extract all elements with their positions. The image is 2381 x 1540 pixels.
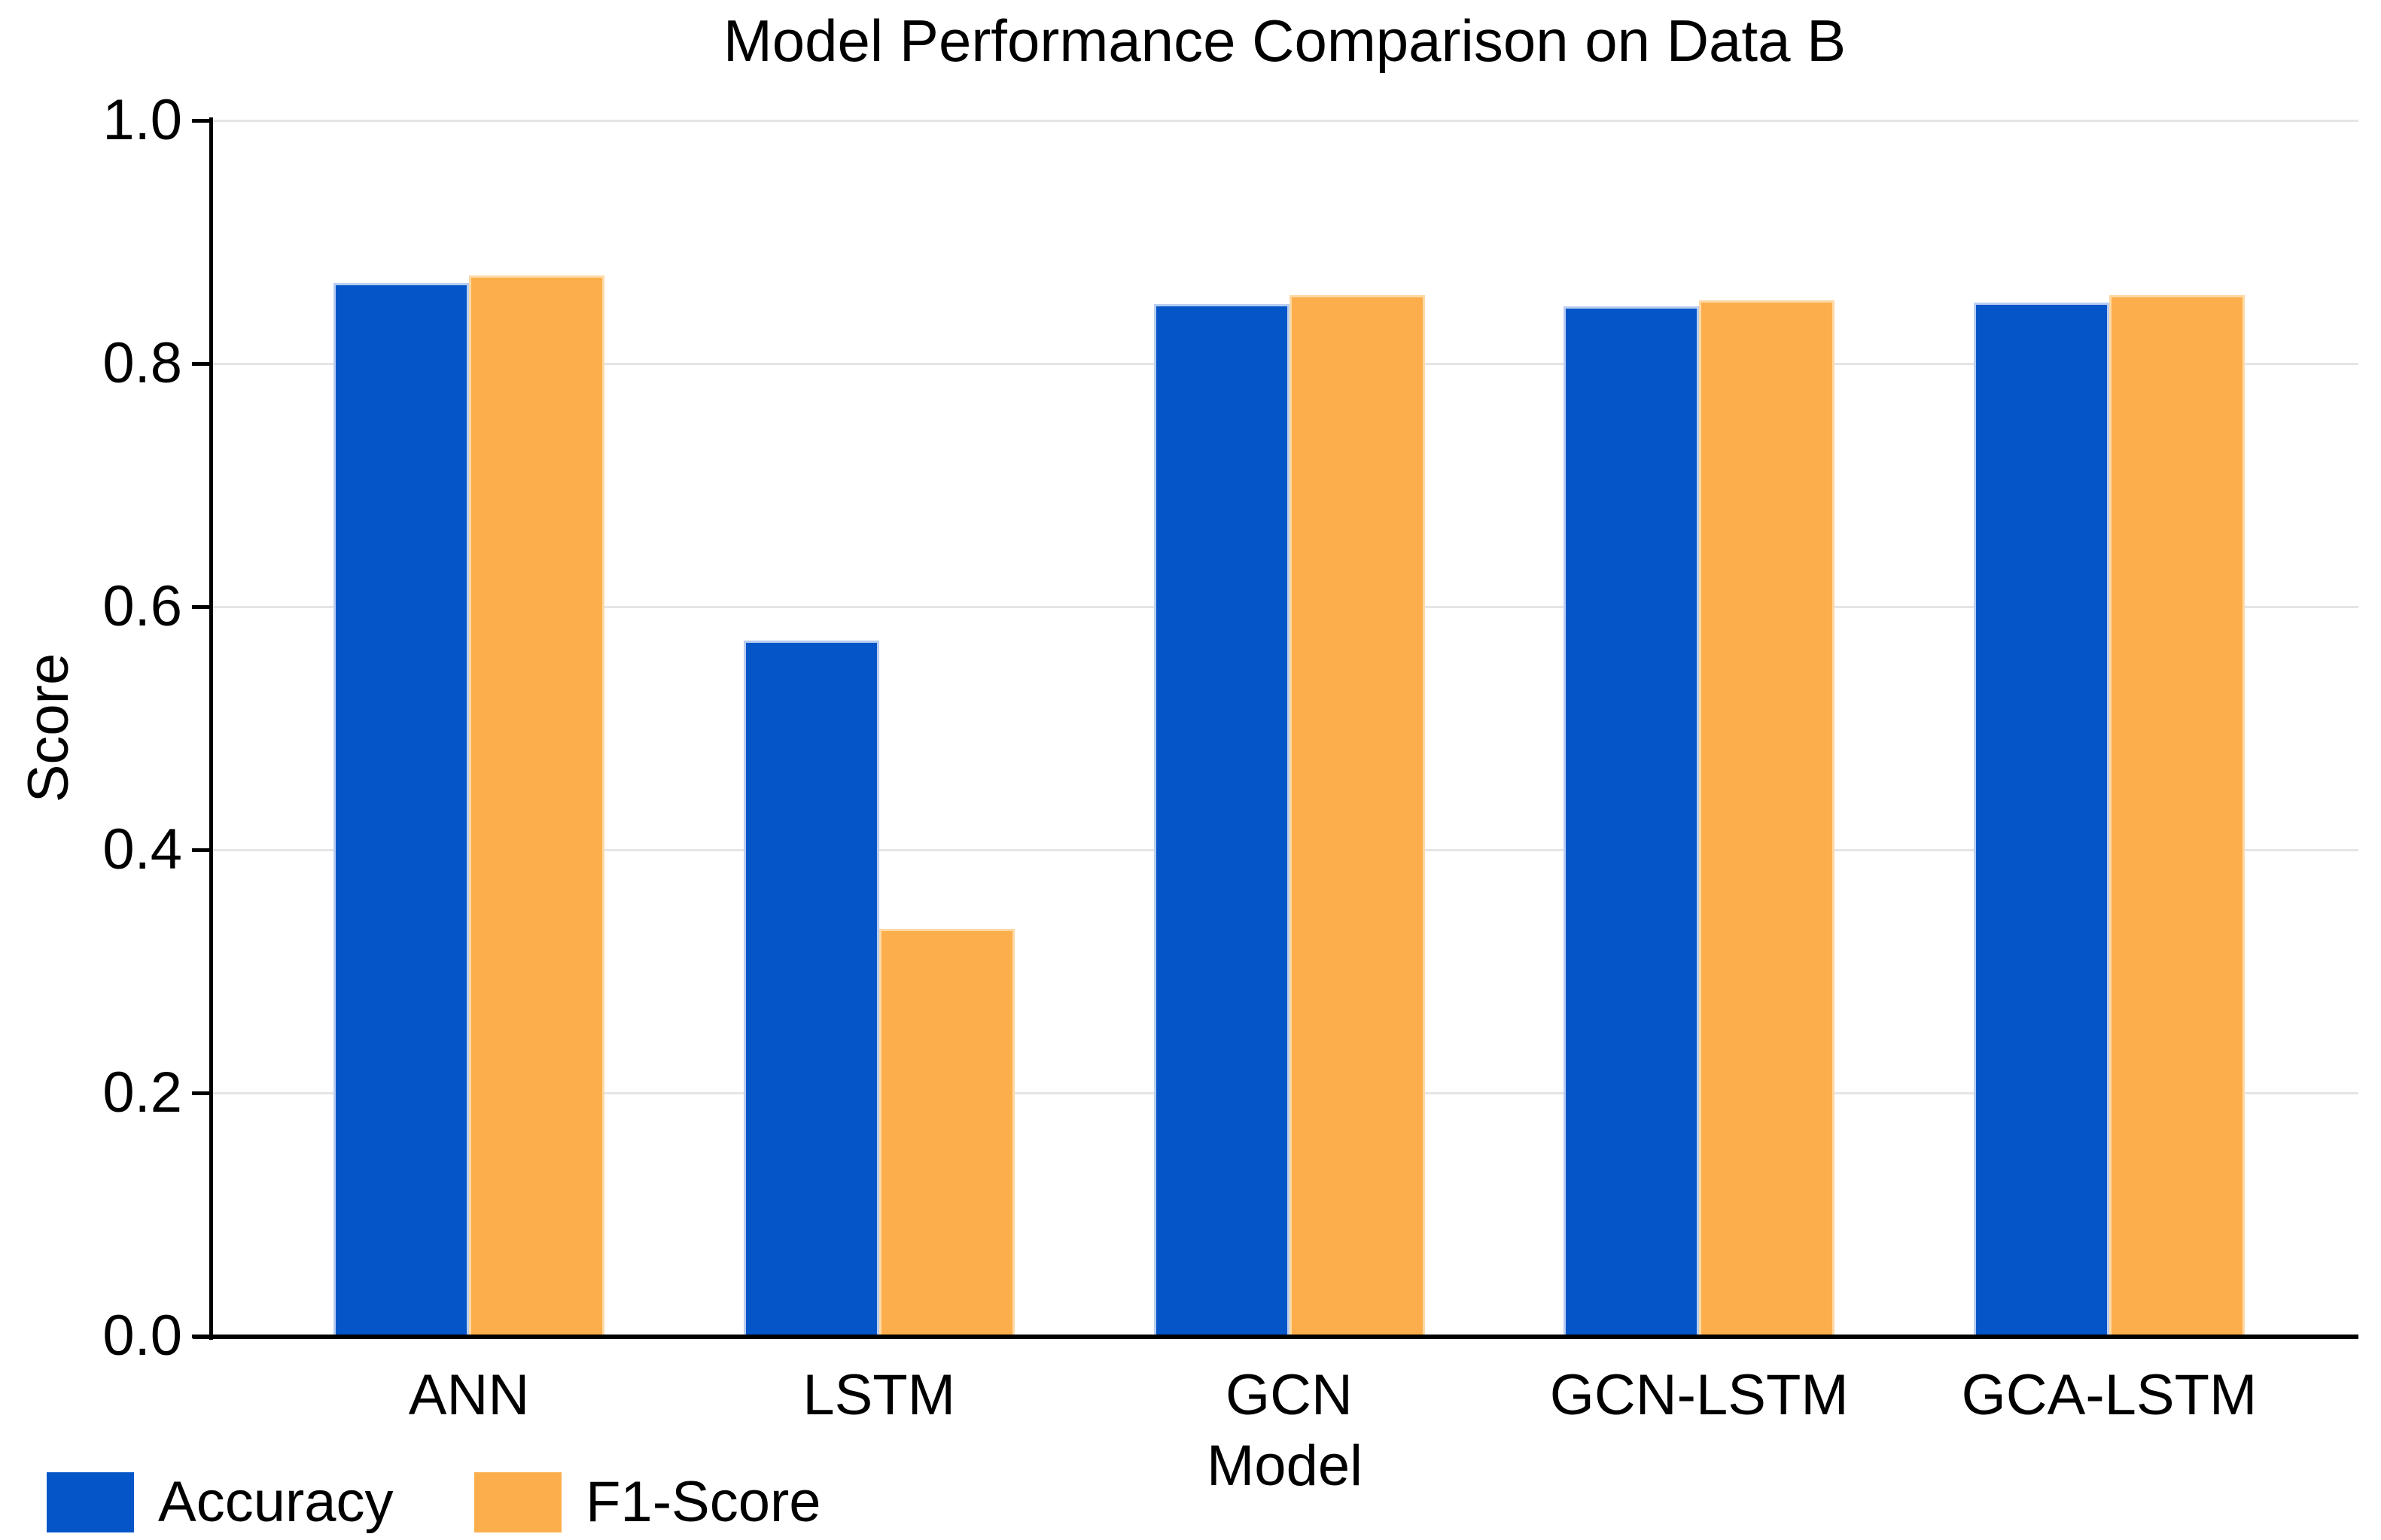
x-tick-label-GCA-LSTM: GCA-LSTM xyxy=(1961,1363,2258,1427)
y-tick-mark-0.2 xyxy=(192,1091,212,1095)
y-tick-label-0.2: 0.2 xyxy=(102,1061,182,1125)
bar-GCN-Accuracy xyxy=(1153,304,1289,1338)
legend-label-f1-score: F1-Score xyxy=(586,1470,821,1534)
chart-title: Model Performance Comparison on Data B xyxy=(723,8,1847,74)
bar-GCN-LSTM-F1-Score xyxy=(1699,300,1835,1338)
bar-GCN-LSTM-Accuracy xyxy=(1563,306,1700,1338)
legend-swatch-f1-score xyxy=(474,1472,562,1532)
y-tick-mark-0.4 xyxy=(192,848,212,852)
plot-area xyxy=(211,120,2358,1338)
y-tick-label-0.4: 0.4 xyxy=(102,817,182,881)
y-tick-mark-0.8 xyxy=(192,362,212,366)
y-tick-label-0.0: 0.0 xyxy=(102,1304,182,1368)
x-axis-label: Model xyxy=(1207,1434,1363,1498)
y-tick-mark-0.6 xyxy=(192,605,212,609)
bar-GCN-F1-Score xyxy=(1289,295,1425,1338)
y-tick-mark-1.0 xyxy=(192,119,212,123)
x-tick-label-LSTM: LSTM xyxy=(802,1363,956,1427)
y-tick-label-0.8: 0.8 xyxy=(102,331,182,395)
y-axis-line xyxy=(209,117,213,1340)
y-axis-label: Score xyxy=(17,653,81,803)
y-tick-label-1.0: 1.0 xyxy=(102,88,182,152)
bar-ANN-Accuracy xyxy=(333,283,469,1338)
y-tick-mark-0.0 xyxy=(192,1335,212,1338)
legend-label-accuracy: Accuracy xyxy=(158,1470,394,1534)
bar-GCA-LSTM-F1-Score xyxy=(2109,295,2245,1338)
x-tick-label-ANN: ANN xyxy=(408,1363,530,1427)
legend-swatch-accuracy xyxy=(47,1472,134,1532)
gridline-1.0 xyxy=(211,120,2358,122)
bar-ANN-F1-Score xyxy=(469,275,604,1338)
bar-LSTM-F1-Score xyxy=(878,929,1015,1338)
y-tick-label-0.6: 0.6 xyxy=(102,574,182,638)
x-axis-line xyxy=(193,1335,2358,1339)
legend: Accuracy F1-Score xyxy=(0,1463,1054,1535)
x-tick-label-GCN-LSTM: GCN-LSTM xyxy=(1549,1363,1849,1427)
bar-GCA-LSTM-Accuracy xyxy=(1974,303,2109,1338)
bar-LSTM-Accuracy xyxy=(743,641,879,1338)
x-tick-label-GCN: GCN xyxy=(1226,1363,1353,1427)
